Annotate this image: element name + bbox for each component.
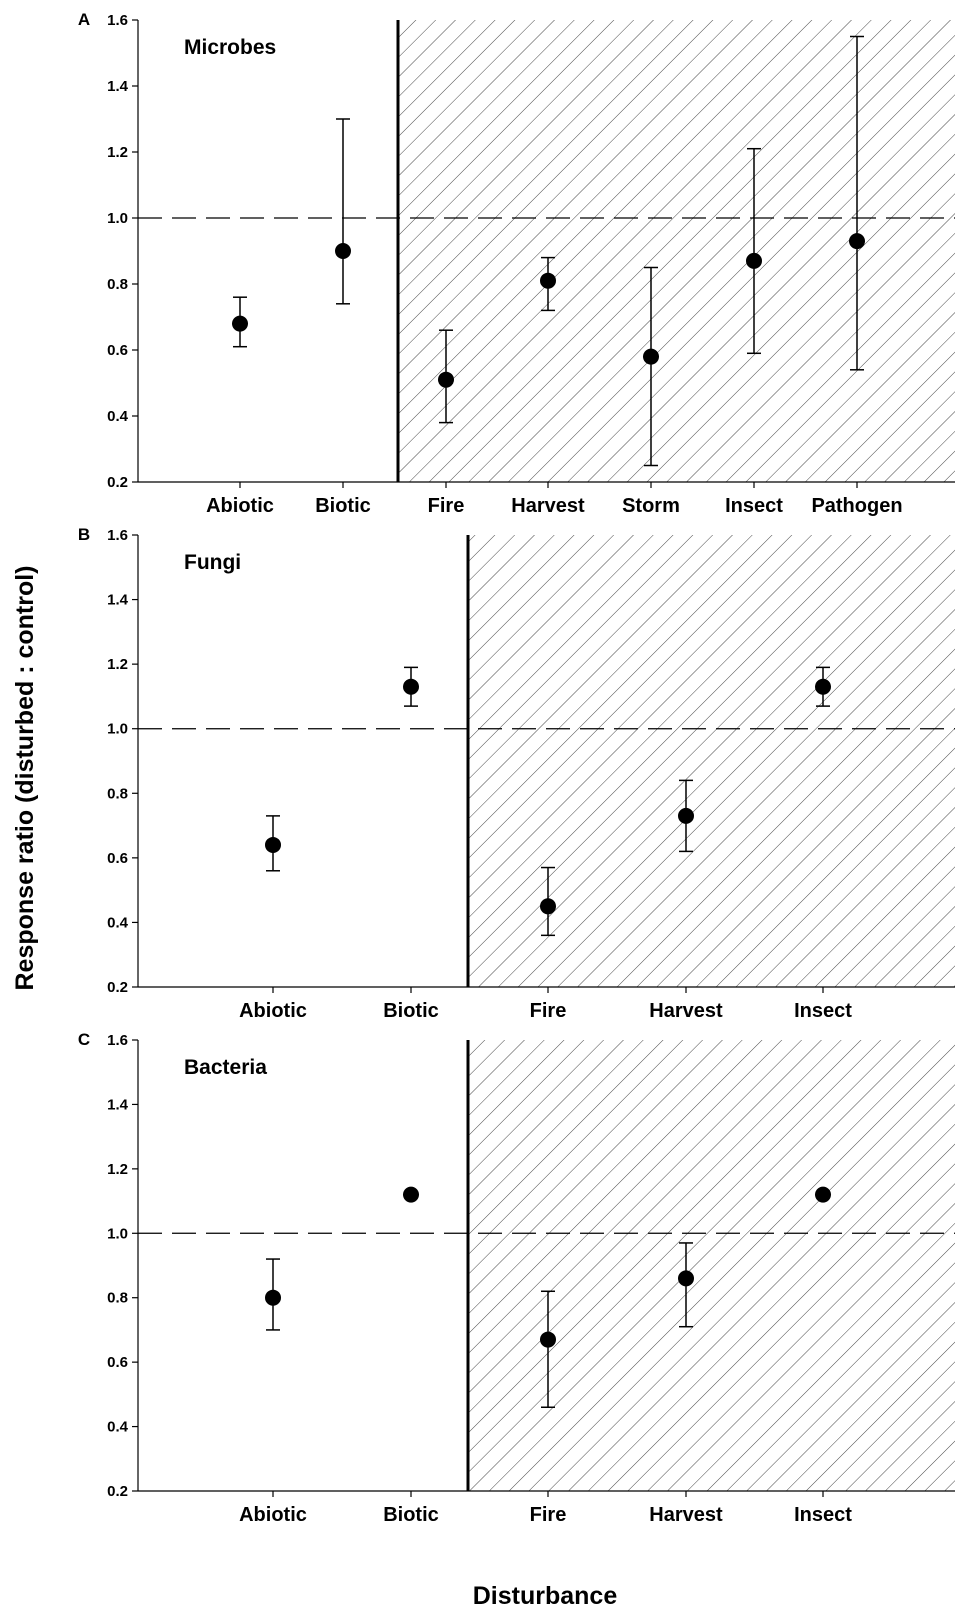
category-label-biotic: Biotic bbox=[315, 495, 371, 517]
panel-letter: B bbox=[78, 525, 90, 544]
error-bar-pathogen bbox=[850, 35, 864, 371]
panel-letter: A bbox=[78, 10, 90, 29]
data-point-insect bbox=[746, 252, 762, 269]
data-point-fire bbox=[540, 1331, 556, 1348]
y-tick-label: 0.8 bbox=[107, 785, 128, 802]
y-tick-label: 0.2 bbox=[107, 474, 128, 491]
category-label-biotic: Biotic bbox=[383, 1000, 439, 1022]
y-tick-label: 0.2 bbox=[107, 1483, 128, 1500]
data-point-insect bbox=[815, 1186, 831, 1203]
data-point-insect bbox=[815, 678, 831, 695]
data-point-abiotic bbox=[265, 836, 281, 853]
category-label-abiotic: Abiotic bbox=[206, 495, 274, 517]
data-point-harvest bbox=[540, 272, 556, 289]
category-label-biotic: Biotic bbox=[383, 1504, 439, 1526]
category-label-harvest: Harvest bbox=[511, 495, 585, 517]
data-point-biotic bbox=[403, 1186, 419, 1203]
hatched-region bbox=[468, 535, 955, 987]
y-tick-label: 0.6 bbox=[107, 342, 128, 359]
y-tick-label: 1.2 bbox=[107, 144, 128, 161]
y-tick-label: 1.0 bbox=[107, 210, 128, 227]
y-tick-label: 1.6 bbox=[107, 527, 128, 544]
category-label-fire: Fire bbox=[428, 495, 465, 517]
hatched-region bbox=[398, 20, 955, 482]
y-tick-label: 0.6 bbox=[107, 850, 128, 867]
data-point-abiotic bbox=[232, 315, 248, 332]
data-point-fire bbox=[438, 371, 454, 388]
category-label-storm: Storm bbox=[622, 495, 680, 517]
error-bar-insect bbox=[747, 147, 761, 355]
data-point-abiotic bbox=[265, 1289, 281, 1306]
panel-letter: C bbox=[78, 1030, 90, 1049]
data-point-biotic bbox=[335, 243, 351, 259]
y-tick-label: 1.4 bbox=[107, 592, 129, 609]
data-point-harvest bbox=[678, 807, 694, 824]
category-label-harvest: Harvest bbox=[649, 1504, 723, 1526]
panel-c: 0.2 0.4 0.6 0.8 1.0 1.2 1.4 1.6 Abiotic Biotic Fir… bbox=[78, 1030, 955, 1526]
category-label-insect: Insect bbox=[725, 495, 783, 517]
category-label-harvest: Harvest bbox=[649, 1000, 723, 1022]
panel-title: Bacteria bbox=[184, 1056, 267, 1079]
error-bar-biotic bbox=[336, 118, 350, 305]
y-tick-label: 0.8 bbox=[107, 276, 128, 293]
y-tick-label: 0.2 bbox=[107, 979, 128, 996]
y-tick-label: 0.6 bbox=[107, 1354, 128, 1371]
panel-title: Microbes bbox=[184, 36, 276, 59]
data-point-biotic bbox=[403, 678, 419, 695]
y-tick-label: 1.0 bbox=[107, 1225, 128, 1242]
panel-b: 0.2 0.4 0.6 0.8 1.0 1.2 1.4 1.6 Abiotic Biotic Fir… bbox=[78, 525, 955, 1022]
category-label-fire: Fire bbox=[530, 1000, 567, 1022]
data-point-harvest bbox=[678, 1270, 694, 1287]
y-tick-label: 0.4 bbox=[107, 1419, 129, 1436]
panel-title: Fungi bbox=[184, 551, 241, 574]
category-label-abiotic: Abiotic bbox=[239, 1000, 307, 1022]
data-point-fire bbox=[540, 898, 556, 915]
x-axis-label: Disturbance bbox=[473, 1582, 618, 1610]
panel-a: 0.2 0.4 0.6 0.8 1.0 1.2 1.4 1.6 Abiotic Biotic Fir… bbox=[78, 10, 955, 517]
y-tick-label: 0.4 bbox=[107, 408, 129, 425]
category-label-abiotic: Abiotic bbox=[239, 1504, 307, 1526]
y-tick-label: 1.2 bbox=[107, 1161, 128, 1178]
y-tick-label: 1.4 bbox=[107, 78, 129, 95]
category-label-insect: Insect bbox=[794, 1504, 852, 1526]
category-label-pathogen: Pathogen bbox=[811, 495, 902, 517]
y-tick-label: 1.0 bbox=[107, 721, 128, 738]
y-tick-label: 1.6 bbox=[107, 1032, 128, 1049]
y-tick-label: 1.4 bbox=[107, 1096, 129, 1113]
y-tick-label: 1.2 bbox=[107, 656, 128, 673]
error-bar-fire bbox=[541, 1290, 555, 1408]
y-tick-label: 0.4 bbox=[107, 914, 129, 931]
data-point-storm bbox=[643, 348, 659, 365]
category-label-insect: Insect bbox=[794, 1000, 852, 1022]
y-tick-label: 1.6 bbox=[107, 12, 128, 29]
category-label-fire: Fire bbox=[530, 1504, 567, 1526]
y-axis-label: Response ratio (disturbed : control) bbox=[11, 565, 39, 990]
y-tick-label: 0.8 bbox=[107, 1290, 128, 1307]
error-bar-storm bbox=[644, 266, 658, 467]
data-point-pathogen bbox=[849, 233, 865, 250]
hatched-region bbox=[468, 1040, 955, 1491]
